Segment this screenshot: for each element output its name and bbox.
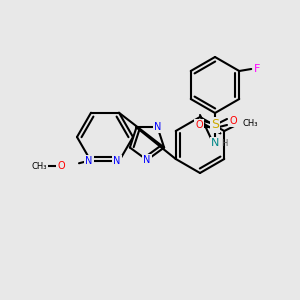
- Text: F: F: [254, 64, 260, 74]
- Text: N: N: [113, 156, 121, 166]
- Text: N: N: [143, 155, 151, 165]
- Text: H: H: [221, 140, 227, 148]
- Text: CH₃: CH₃: [31, 162, 47, 171]
- Text: O: O: [57, 161, 65, 171]
- Text: S: S: [211, 118, 219, 131]
- Text: N: N: [211, 138, 219, 148]
- Text: N: N: [85, 156, 93, 166]
- Text: N: N: [154, 122, 161, 132]
- Text: O: O: [229, 116, 237, 126]
- Text: O: O: [195, 120, 203, 130]
- Text: CH₃: CH₃: [242, 118, 258, 127]
